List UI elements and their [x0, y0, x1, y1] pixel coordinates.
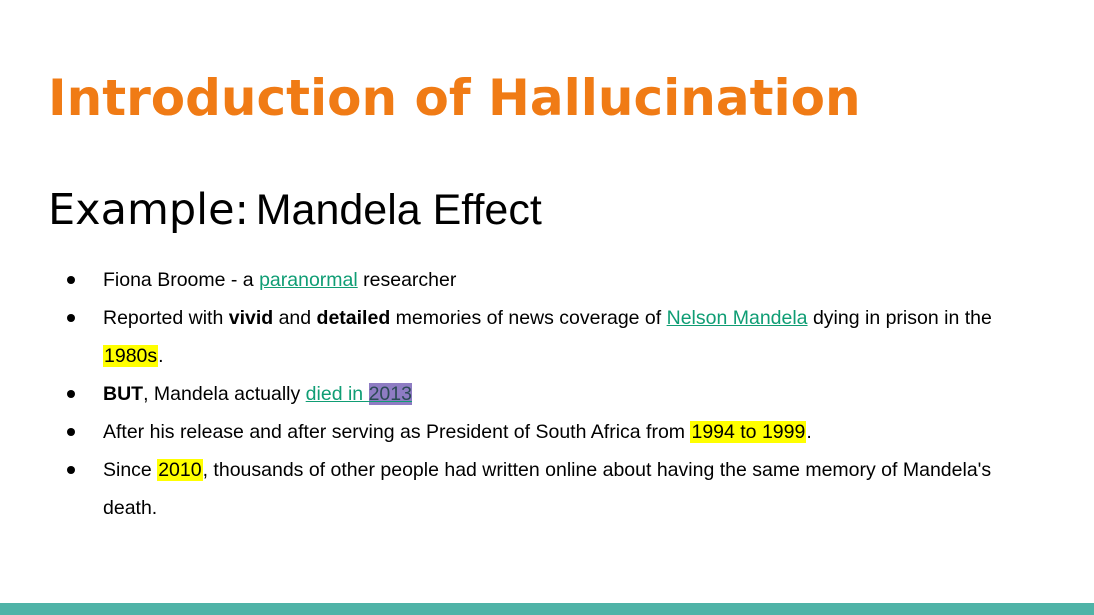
bullet-item-fiona-broome: Fiona Broome - a paranormal researcher: [0, 261, 1094, 299]
bullet-text: dying in prison in the: [807, 307, 992, 329]
link-text: died in: [305, 383, 369, 405]
bottom-accent-bar: [0, 603, 1094, 615]
slide-subtitle: Example: Mandela Effect: [48, 182, 542, 245]
highlight-1980s: 1980s: [103, 345, 159, 367]
subtitle-topic: Mandela Effect: [255, 186, 542, 234]
bullet-dot-icon: [67, 466, 75, 474]
bullet-text: researcher: [357, 269, 457, 291]
bullet-text: memories of news coverage of: [390, 307, 667, 329]
bold-detailed: detailed: [316, 307, 391, 329]
bold-but: BUT: [103, 383, 144, 405]
bullet-item-reported-memories: Reported with vivid and detailed memorie…: [0, 299, 1094, 375]
bullet-item-president: After his release and after serving as P…: [0, 413, 1094, 451]
link-paranormal[interactable]: paranormal: [259, 269, 358, 291]
highlight-2010: 2010: [157, 459, 203, 481]
bullet-dot-icon: [67, 314, 75, 322]
bullet-dot-icon: [67, 276, 75, 284]
bullet-text: Fiona Broome - a: [103, 269, 260, 291]
bullet-text: Reported with: [103, 307, 229, 329]
link-died-in-2013[interactable]: died in 2013: [306, 383, 412, 405]
bullet-text: , thousands of other people had written …: [103, 459, 992, 519]
bullet-text: .: [806, 421, 812, 443]
bullet-dot-icon: [67, 428, 75, 436]
subtitle-lead: Example:: [48, 185, 250, 235]
bullet-dot-icon: [67, 390, 75, 398]
highlight-2013: 2013: [368, 383, 412, 405]
bullet-text: Since: [103, 459, 158, 481]
bullet-text: After his release and after serving as P…: [103, 421, 691, 443]
slide-title: Introduction of Hallucination: [48, 69, 861, 127]
bold-vivid: vivid: [228, 307, 274, 329]
highlight-1994-to-1999: 1994 to 1999: [690, 421, 807, 443]
bullet-text: .: [158, 345, 164, 367]
bullet-list: Fiona Broome - a paranormal researcher R…: [0, 261, 1094, 527]
bullet-text: and: [273, 307, 317, 329]
bullet-text: , Mandela actually: [143, 383, 306, 405]
link-nelson-mandela[interactable]: Nelson Mandela: [666, 307, 808, 329]
bullet-item-since-2010: Since 2010, thousands of other people ha…: [0, 451, 1094, 527]
bullet-item-but-died: BUT, Mandela actually died in 2013: [0, 375, 1094, 413]
